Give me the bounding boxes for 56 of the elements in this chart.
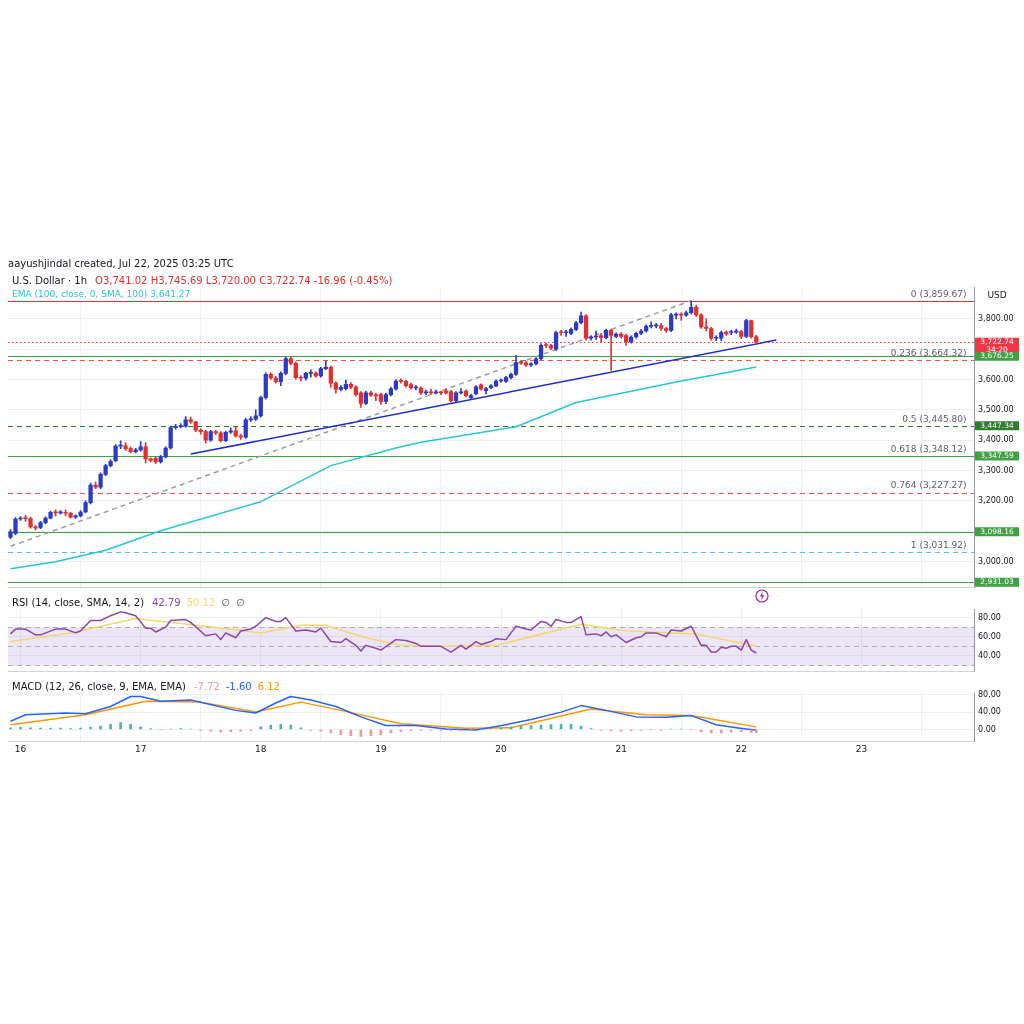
text: ∅ — [236, 596, 245, 608]
bar — [109, 723, 112, 730]
bar — [119, 722, 122, 730]
x-tick-label: 22 — [735, 743, 747, 754]
bar — [719, 729, 723, 734]
x-tick-label: 18 — [255, 743, 267, 754]
x-tick-label: 20 — [495, 743, 508, 754]
bar — [749, 729, 753, 733]
bar — [129, 723, 132, 730]
chart-title: U.S. Dollar · 1h — [12, 274, 88, 286]
text: 6.12 — [257, 680, 280, 692]
y-axis-title: USD — [987, 290, 1007, 301]
bar — [289, 724, 293, 730]
bar — [269, 724, 273, 730]
annotation: 0 (3,859.67) — [910, 288, 967, 299]
text: 50.12 — [186, 596, 216, 608]
bar — [739, 729, 743, 732]
annotation: 0.618 (3,348.12) — [890, 443, 967, 454]
text: -7.72 — [193, 680, 220, 692]
y-tick-label: 0.00 — [978, 724, 996, 734]
y-tick-label: 80.00 — [978, 612, 1001, 622]
bar — [279, 723, 283, 730]
x-tick-label: 16 — [14, 743, 27, 754]
y-tick-label: 3,500.00 — [978, 404, 1014, 414]
y-tick-label: 3,200.00 — [978, 495, 1014, 505]
x-tick-label: 17 — [134, 743, 147, 754]
x-tick-label: 19 — [375, 743, 387, 754]
text: O3,741.02 H3,745.69 L3,720.00 C3,722.74 -16.96 (-0.45%) — [95, 274, 393, 286]
y-tick-label: 3,800.00 — [978, 313, 1014, 323]
annotation: 0.5 (3,445.80) — [902, 414, 967, 425]
y-tick-label: 3,300.00 — [978, 465, 1014, 475]
x-tick-label: 21 — [615, 743, 627, 754]
y-tick-label: 80.00 — [978, 689, 1001, 699]
y-tick-label: 40.00 — [978, 650, 1001, 660]
y-tick-label: 60.00 — [978, 631, 1001, 641]
bar — [709, 729, 713, 734]
annotation: 0.764 (3,227.27) — [890, 480, 967, 491]
bar — [699, 729, 703, 732]
text: -1.60 — [225, 680, 252, 692]
y-tick-label: 3,400.00 — [978, 435, 1014, 445]
text: 42.79 — [152, 596, 181, 608]
chart-title: RSI (14, close, SMA, 14, 2) — [12, 596, 145, 608]
bar — [229, 729, 233, 732]
y-tick-label: 3,600.00 — [978, 374, 1014, 384]
text: ∅ — [221, 596, 231, 608]
annotation: 0.236 (3,664.32) — [890, 347, 967, 358]
y-tick-label: 40.00 — [978, 707, 1001, 717]
x-tick-label: 23 — [855, 743, 868, 754]
bar — [89, 726, 92, 730]
chart-subtitle: aayushjindal created, Jul 22, 2025 03:25 UTC — [8, 258, 235, 271]
text: EMA (100, close, 0, SMA, 100) 3,641.27 — [12, 289, 191, 300]
annotation: 1 (3,031.92) — [910, 539, 967, 550]
y-tick-label: 3,000.00 — [978, 556, 1014, 566]
chart-title: MACD (12, 26, close, 9, EMA, EMA) — [12, 680, 186, 692]
bar — [19, 726, 22, 730]
bar — [99, 725, 102, 730]
